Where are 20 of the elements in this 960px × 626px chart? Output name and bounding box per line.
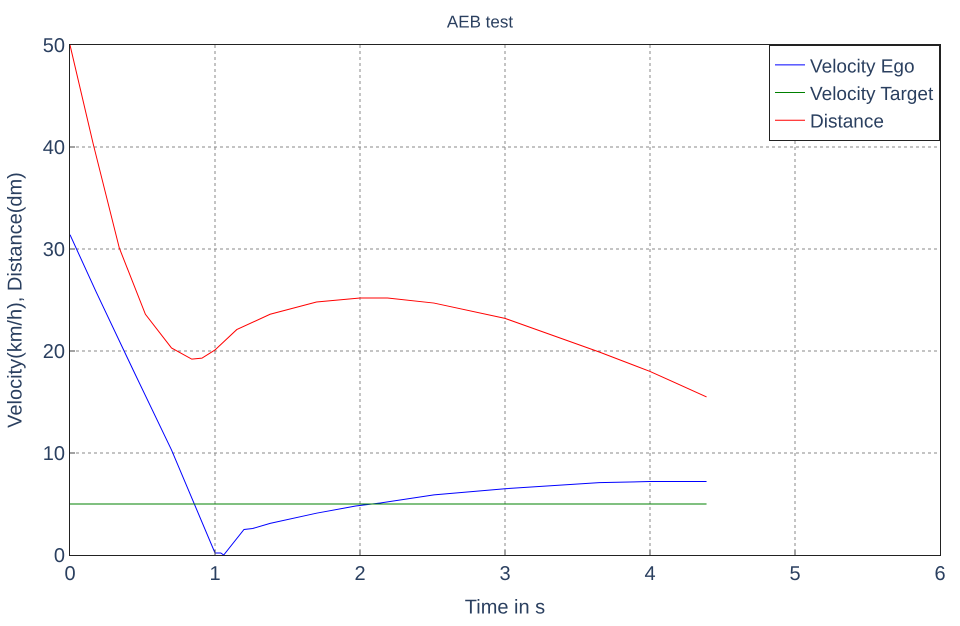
y-tick-label: 10 — [42, 443, 65, 465]
x-axis-title: Time in s — [464, 596, 546, 618]
legend-label: Velocity Ego — [810, 56, 915, 78]
y-tick-label: 20 — [42, 341, 65, 363]
legend-label: Distance — [810, 112, 884, 133]
chart-title: AEB test — [446, 12, 514, 32]
y-tick-label: 50 — [42, 35, 65, 57]
line-series — [70, 234, 708, 555]
x-tick-label: 1 — [209, 563, 221, 585]
x-tick-label: 2 — [354, 563, 366, 585]
y-axis-title: Velocity(km/h), Distance(dm) — [4, 172, 26, 428]
line-series — [70, 45, 708, 398]
x-tick-label: 6 — [934, 563, 946, 585]
x-tick-label: 5 — [789, 563, 801, 585]
x-tick-label: 3 — [499, 563, 511, 585]
y-tick-label: 0 — [54, 545, 65, 567]
x-tick-label: 4 — [644, 563, 656, 585]
y-tick-label: 30 — [42, 239, 65, 261]
y-tick-label: 40 — [42, 137, 65, 159]
legend-label: Velocity Target — [810, 84, 934, 105]
